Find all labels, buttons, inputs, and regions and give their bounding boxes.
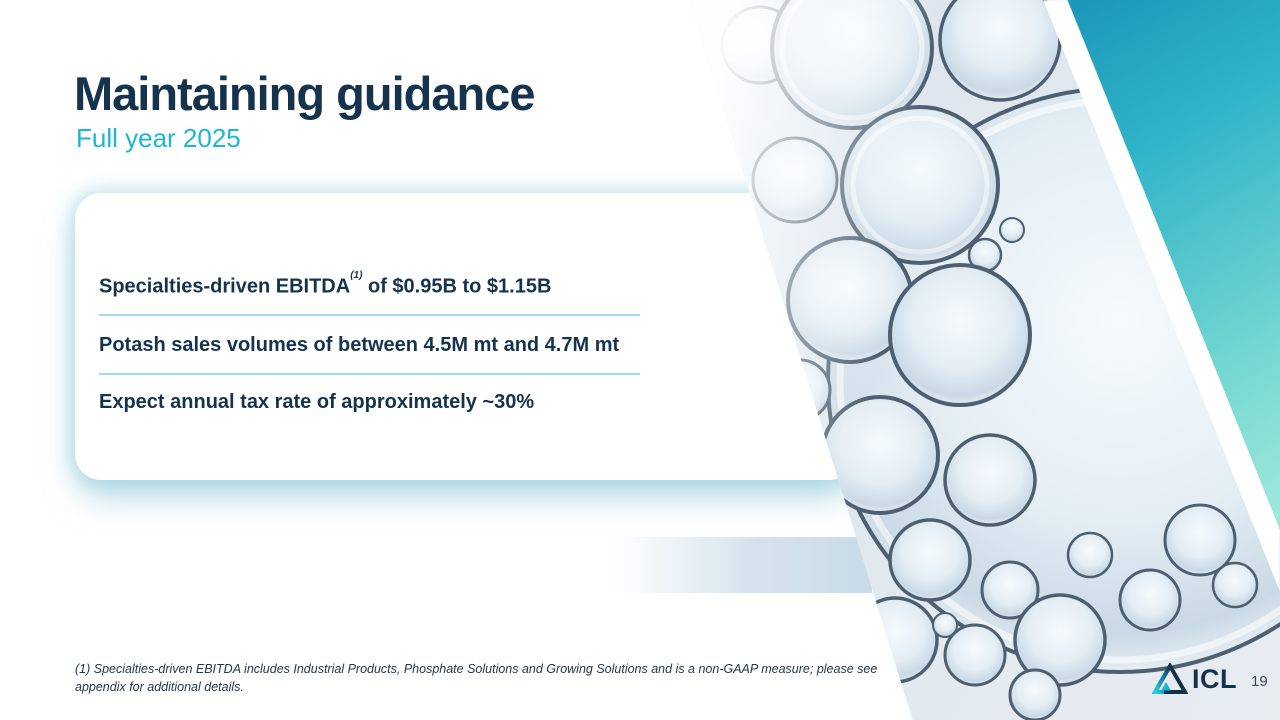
page-number: 19 <box>1251 672 1268 690</box>
guidance-item-text: Specialties-driven EBITDA <box>99 275 351 298</box>
icl-triangle-icon <box>1152 663 1188 694</box>
icl-logo-text: ICL <box>1192 663 1237 694</box>
guidance-item-text: of $0.95B to $1.15B <box>362 275 552 298</box>
guidance-item-tax: Expect annual tax rate of approximately … <box>99 390 535 413</box>
brand-block: ICL 19 <box>1152 663 1268 695</box>
footnote: (1) Specialties-driven EBITDA includes I… <box>75 662 878 695</box>
divider <box>99 313 640 316</box>
page-subtitle: Full year 2025 <box>76 123 241 153</box>
divider <box>99 372 640 375</box>
footnote-ref: (1) <box>350 270 363 281</box>
page-title: Maintaining guidance <box>74 67 535 120</box>
guidance-item-potash: Potash sales volumes of between 4.5M mt … <box>99 333 620 356</box>
decorative-reflection-band <box>612 537 872 593</box>
guidance-item-ebitda: Specialties-driven EBITDA(1) of $0.95B t… <box>99 270 640 300</box>
guidance-card: Specialties-driven EBITDA(1) of $0.95B t… <box>75 193 855 480</box>
guidance-list: Specialties-driven EBITDA(1) of $0.95B t… <box>99 270 640 415</box>
